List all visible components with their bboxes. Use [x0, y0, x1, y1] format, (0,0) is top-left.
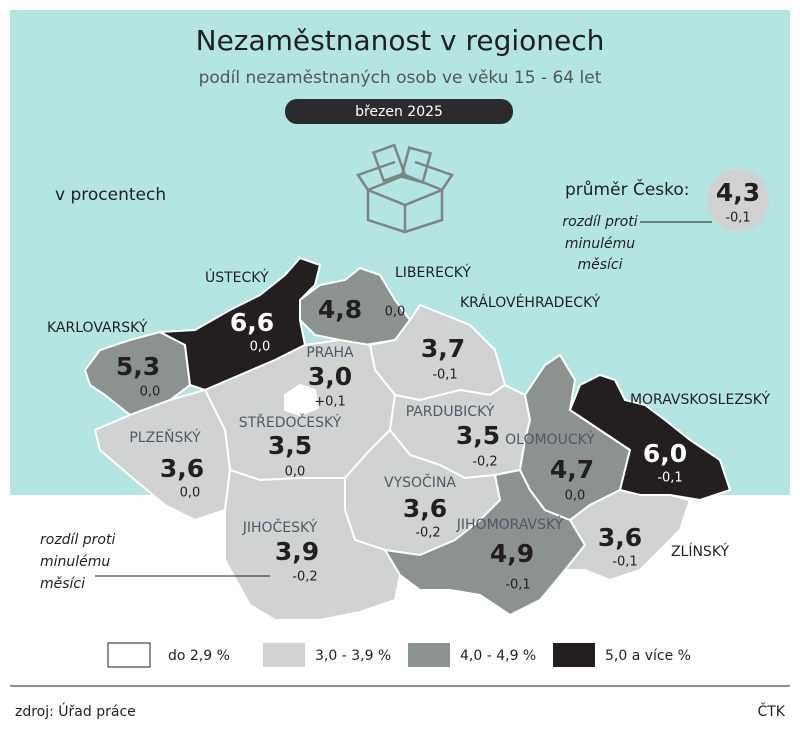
region-value: 4,7 [550, 455, 594, 484]
region-change: 0,0 [250, 340, 271, 355]
legend: do 2,9 % 3,0 - 3,9 % 4,0 - 4,9 % 5,0 a v… [107, 642, 691, 668]
region-change: -0,1 [657, 471, 682, 486]
region-change: -0,2 [292, 570, 317, 585]
region-value: 3,0 [308, 362, 352, 391]
region-name: MORAVSKOSLEZSKÝ [630, 391, 771, 408]
region-change: 0,0 [385, 305, 406, 320]
region-name: JIHOMORAVSKÝ [456, 516, 564, 533]
region-labels: KARLOVARSKÝ 5,3 0,0 ÚSTECKÝ 6,6 0,0 LIBE… [47, 264, 770, 593]
region-value: 4,8 [318, 295, 362, 324]
legend-swatch [263, 643, 305, 667]
region-name: PRAHA [306, 345, 354, 361]
region [562, 488, 692, 582]
subtitle: podíl nezaměstnaných osob ve věku 15 - 6… [199, 68, 602, 88]
legend-label: do 2,9 % [168, 648, 230, 664]
legend-label: 4,0 - 4,9 % [460, 648, 536, 664]
region-change: -0,2 [472, 455, 497, 470]
region-value: 3,6 [598, 523, 642, 552]
region-value: 3,6 [403, 494, 447, 523]
region-value: 3,7 [421, 334, 465, 363]
region-value: 6,6 [230, 308, 274, 337]
change-note: rozdíl proti [40, 532, 115, 548]
region-name: STŘEDOČESKÝ [239, 413, 342, 431]
region-value: 3,5 [456, 421, 500, 450]
region-name: ÚSTECKÝ [205, 268, 269, 286]
box-icon [356, 143, 454, 234]
region-name: ZLÍNSKÝ [671, 543, 730, 560]
region-name: KARLOVARSKÝ [47, 319, 148, 336]
region-name: PARDUBICKÝ [406, 403, 495, 420]
date-pill [285, 99, 513, 124]
region-change: +0,1 [314, 395, 346, 410]
legend-label: 3,0 - 3,9 % [315, 648, 391, 664]
average-label: průměr Česko: [565, 178, 690, 200]
region-name: PLZEŇSKÝ [129, 429, 201, 446]
region-name: VYSOČINA [384, 473, 456, 491]
average-note: minulému [565, 236, 635, 252]
region-name: OLOMOUCKÝ [505, 431, 595, 448]
region [93, 388, 232, 522]
region-value: 3,9 [275, 537, 319, 566]
region-change: 0,0 [285, 465, 306, 480]
legend-swatch [107, 642, 151, 668]
unit-note: v procentech [55, 185, 166, 205]
region-change: 0,0 [140, 385, 161, 400]
legend-label: 5,0 a více % [605, 648, 691, 664]
date: březen 2025 [355, 104, 443, 120]
source: zdroj: Úřad práce [15, 702, 136, 720]
legend-swatch [553, 643, 595, 667]
average-change: -0,1 [725, 211, 750, 226]
change-note: měsíci [40, 576, 85, 592]
region-change: 0,0 [565, 489, 586, 504]
region-name: KRÁLOVÉHRADECKÝ [460, 294, 601, 311]
region-change: -0,1 [612, 555, 637, 570]
region [568, 373, 732, 502]
region-change: 0,0 [180, 486, 201, 501]
change-note: minulému [40, 554, 110, 570]
region-value: 3,6 [160, 454, 204, 483]
region [284, 383, 320, 417]
region [224, 468, 402, 621]
region-value: 4,9 [490, 539, 534, 568]
region-change: -0,1 [432, 368, 457, 383]
region-value: 6,0 [643, 439, 687, 468]
region-value: 5,3 [116, 352, 160, 381]
legend-swatch [408, 643, 450, 667]
region-change: -0,2 [415, 526, 440, 541]
average-note: rozdíl proti [562, 214, 637, 230]
agency: ČTK [757, 702, 785, 720]
region-name: LIBERECKÝ [395, 264, 471, 281]
average-circle [707, 169, 769, 231]
average-value: 4,3 [716, 178, 760, 207]
region-change: -0,1 [505, 578, 530, 593]
region-value: 3,5 [268, 431, 312, 460]
map [83, 256, 732, 621]
average-note: měsíci [577, 257, 622, 273]
title: Nezaměstnanost v regionech [196, 24, 605, 57]
region-name: JIHOČESKÝ [242, 518, 318, 536]
